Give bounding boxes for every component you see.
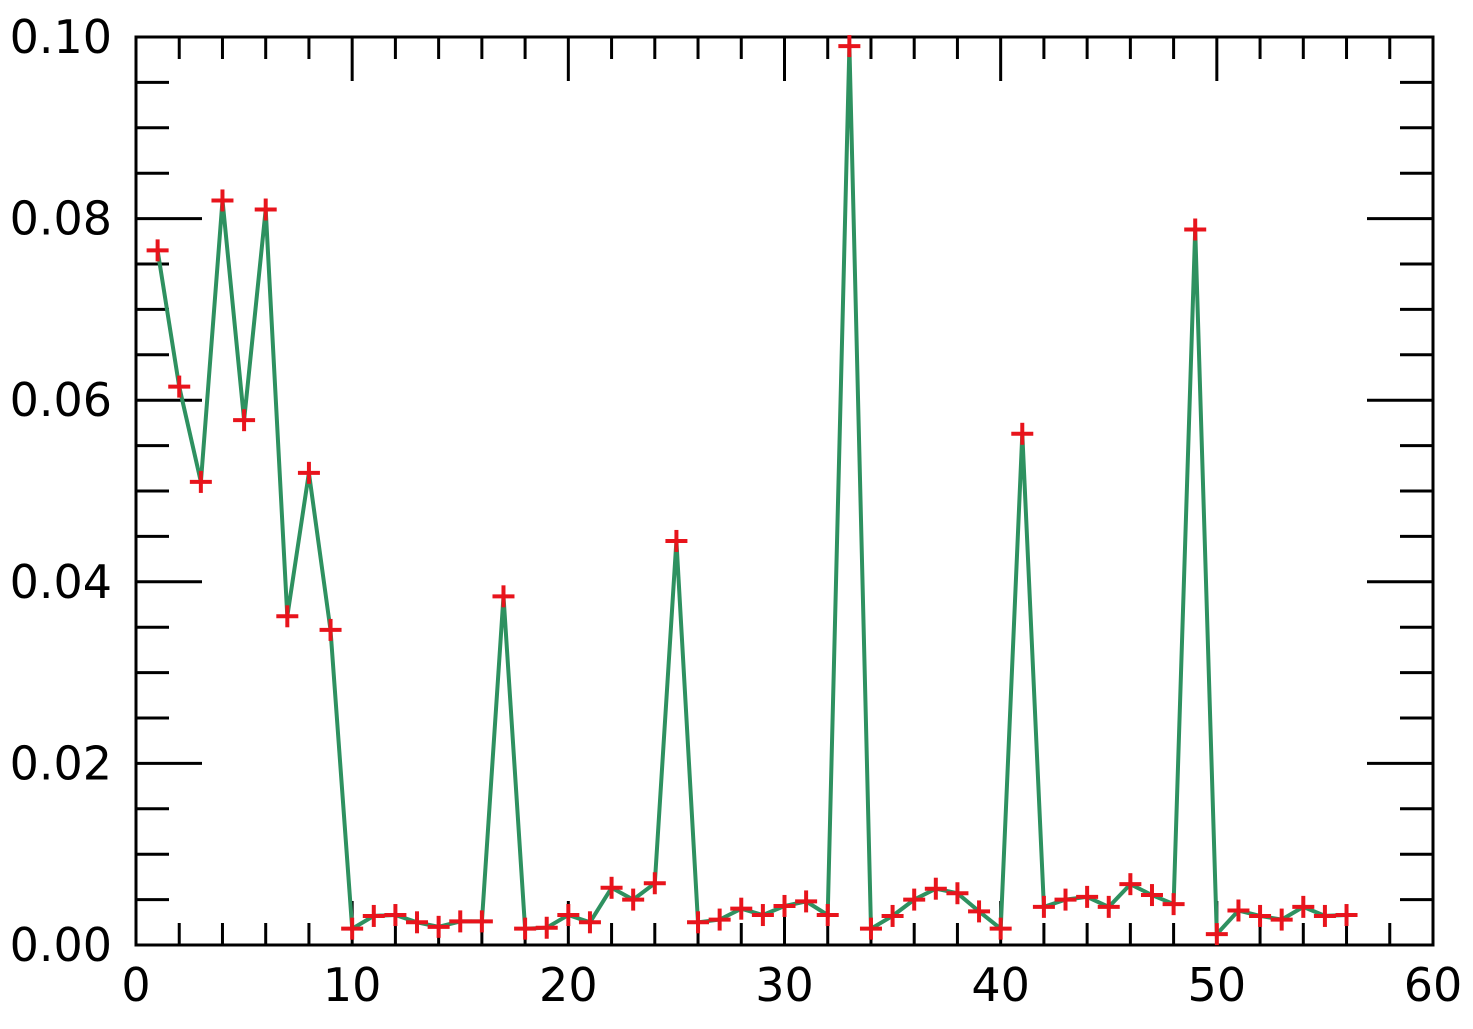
data-point-marker xyxy=(514,917,537,940)
data-point-marker xyxy=(1335,904,1358,927)
data-point-marker xyxy=(838,35,861,58)
data-point-marker xyxy=(622,888,645,911)
data-point-marker xyxy=(427,915,450,938)
data-point-marker xyxy=(1097,895,1120,918)
tick-labels: 0 10 20 30 40 50 60 0.00 0.02 0.04 0.06 0.08 0.10 xyxy=(10,10,1463,1012)
data-point-marker xyxy=(1270,908,1293,931)
data-point-marker xyxy=(189,470,212,493)
data-point-marker xyxy=(1076,885,1099,908)
data-point-marker xyxy=(643,872,666,895)
data-point-marker xyxy=(406,911,429,934)
x-tick-label: 0 xyxy=(121,958,150,1012)
x-tick-label: 20 xyxy=(539,958,598,1012)
data-point-marker xyxy=(492,585,515,608)
data-point-marker xyxy=(168,375,191,398)
data-point-marker xyxy=(211,189,234,212)
data-point-marker xyxy=(665,529,688,552)
data-point-marker xyxy=(1184,218,1207,241)
data-point-marker xyxy=(730,897,753,920)
data-point-marker xyxy=(924,877,947,900)
data-point-marker xyxy=(600,876,623,899)
data-point-marker xyxy=(968,900,991,923)
data-point-marker xyxy=(816,904,839,927)
data-point-marker xyxy=(946,882,969,905)
data-point-marker xyxy=(1205,923,1228,946)
y-tick-label: 0.02 xyxy=(10,736,112,790)
data-point-marker xyxy=(751,904,774,927)
data-point-marker xyxy=(341,917,364,940)
data-point-marker xyxy=(881,904,904,927)
plot-frame xyxy=(134,35,1435,947)
data-point-marker xyxy=(1140,884,1163,907)
x-tick-label: 30 xyxy=(755,958,814,1012)
data-point-marker xyxy=(1292,895,1315,918)
data-point-marker xyxy=(1032,895,1055,918)
data-point-marker xyxy=(1054,888,1077,911)
data-point-marker xyxy=(557,904,580,927)
series-line xyxy=(155,46,1347,940)
data-point-marker xyxy=(795,890,818,913)
data-point-marker xyxy=(319,618,342,641)
data-point-marker xyxy=(687,911,710,934)
y-tick-label: 0.08 xyxy=(10,192,112,246)
data-point-marker xyxy=(859,917,882,940)
data-point-marker xyxy=(233,409,256,432)
data-point-marker xyxy=(449,910,472,933)
data-point-marker xyxy=(578,911,601,934)
data-point-marker xyxy=(903,888,926,911)
data-point-marker xyxy=(1227,899,1250,922)
data-point-marker xyxy=(470,910,493,933)
data-point-marker xyxy=(535,916,558,939)
data-point-marker xyxy=(254,198,277,221)
data-point-marker xyxy=(297,461,320,484)
x-tick-label: 50 xyxy=(1188,958,1247,1012)
data-point-marker xyxy=(1162,893,1185,916)
data-point-marker xyxy=(1119,873,1142,896)
series xyxy=(146,35,1358,946)
data-point-marker xyxy=(276,605,299,628)
axis-ticks xyxy=(134,35,1435,947)
y-tick-label: 0.06 xyxy=(10,373,112,427)
data-point-marker xyxy=(146,239,169,262)
x-tick-label: 60 xyxy=(1404,958,1463,1012)
y-tick-label: 0.00 xyxy=(10,918,112,972)
x-tick-label: 40 xyxy=(971,958,1030,1012)
data-point-marker xyxy=(708,908,731,931)
y-tick-label: 0.10 xyxy=(10,10,112,64)
x-tick-label: 10 xyxy=(323,958,382,1012)
data-point-marker xyxy=(989,917,1012,940)
y-tick-label: 0.04 xyxy=(10,555,112,609)
data-point-marker xyxy=(1249,904,1272,927)
data-point-marker xyxy=(773,894,796,917)
data-point-marker xyxy=(1011,422,1034,445)
data-point-marker xyxy=(384,904,407,927)
data-point-marker xyxy=(362,904,385,927)
data-point-marker xyxy=(1313,904,1336,927)
plot-area xyxy=(134,35,1435,947)
